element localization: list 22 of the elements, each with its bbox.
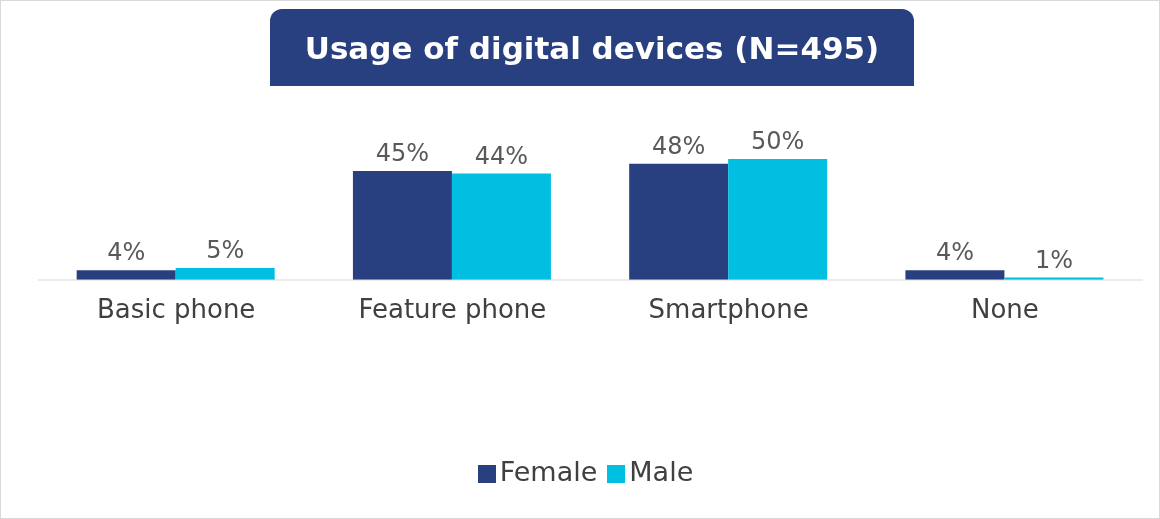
bar [76,270,176,280]
x-tick-label: Feature phone [358,294,547,325]
bar [451,173,551,280]
bar [629,163,729,280]
x-tick-label: None [970,294,1039,325]
data-label: 4% [107,238,146,267]
x-tick-label: Smartphone [648,294,809,325]
bar [352,171,452,280]
bar [175,267,275,280]
data-label: 4% [935,238,974,267]
chart-title: Usage of digital devices (N=495) [270,9,914,86]
data-label: 45% [375,139,430,168]
legend-label: Female [499,456,598,487]
legend-label: Male [629,456,694,487]
data-label: 44% [474,141,529,170]
bar [905,270,1005,280]
x-tick-label: Basic phone [96,294,256,325]
data-label: 5% [206,235,245,264]
data-label: 1% [1034,245,1073,274]
data-label: 50% [751,127,805,155]
data-label: 48% [652,131,706,160]
bar [728,159,828,280]
